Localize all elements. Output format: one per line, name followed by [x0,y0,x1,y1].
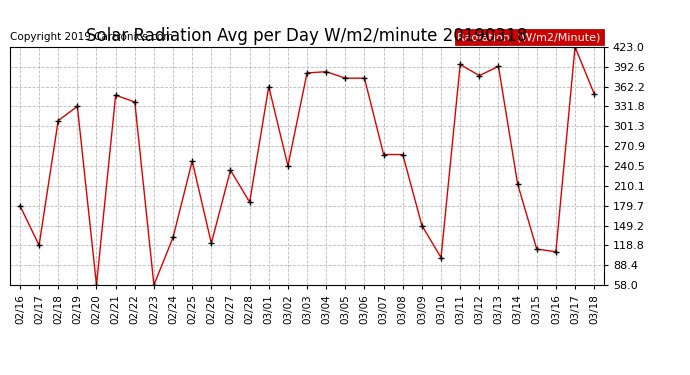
Title: Solar Radiation Avg per Day W/m2/minute 20190318: Solar Radiation Avg per Day W/m2/minute … [86,27,528,45]
Text: Copyright 2019 Cartronics.com: Copyright 2019 Cartronics.com [10,32,174,42]
Text: Radiation  (W/m2/Minute): Radiation (W/m2/Minute) [457,32,601,42]
